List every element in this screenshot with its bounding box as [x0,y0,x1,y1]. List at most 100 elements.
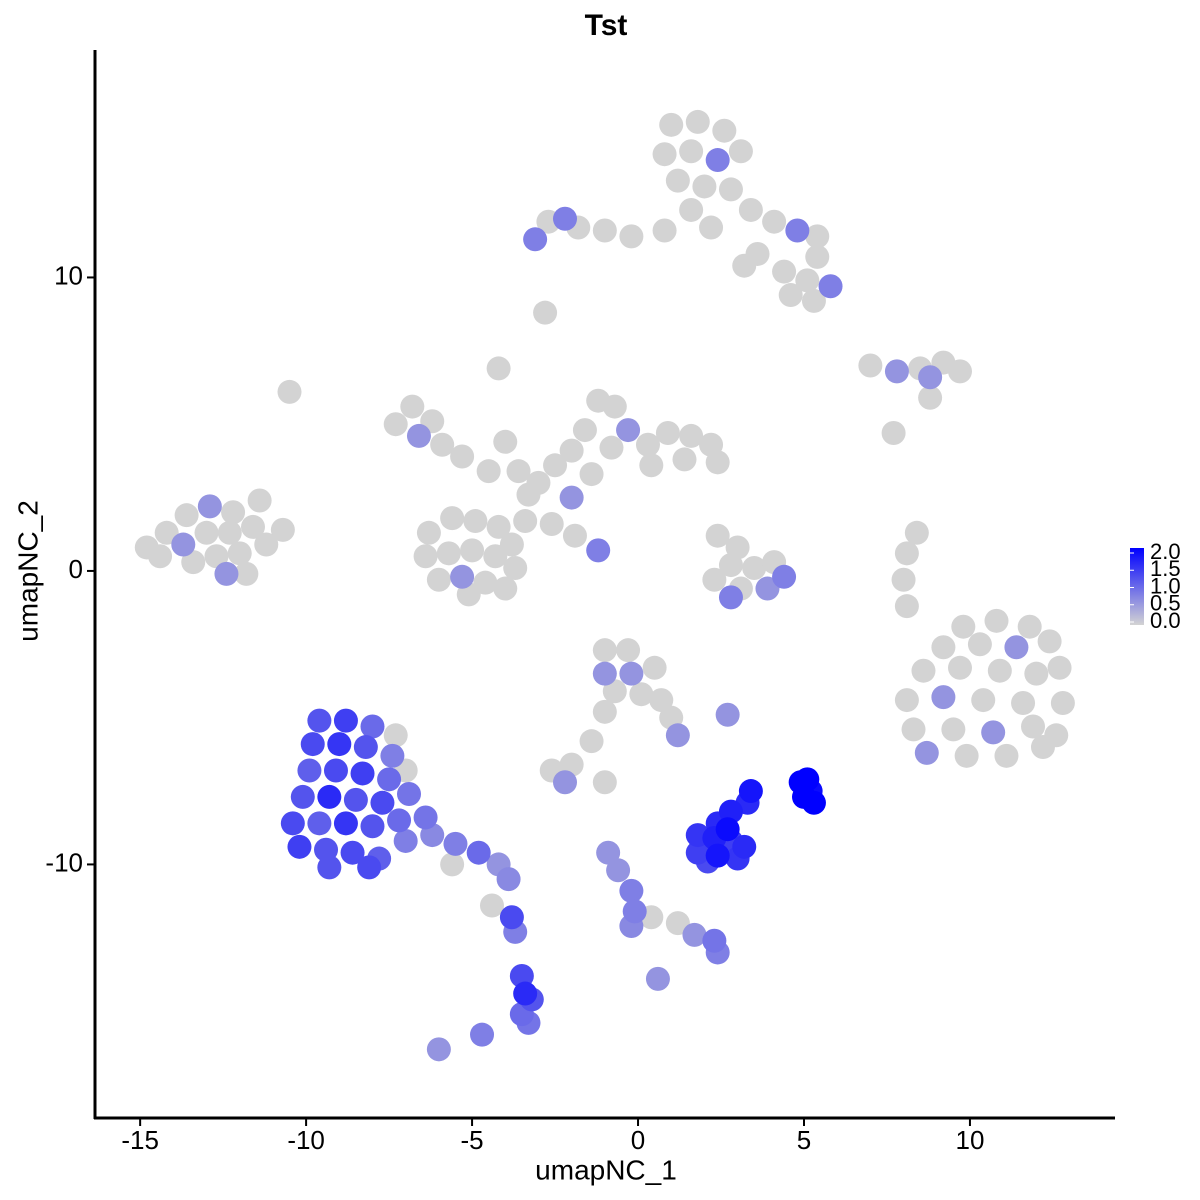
point [655,421,680,446]
point [801,790,826,815]
point [280,811,305,836]
point [738,779,763,804]
point [699,215,724,240]
point [705,450,730,475]
point [523,227,548,252]
point [353,735,378,760]
point [559,485,584,510]
point [579,729,604,754]
point [931,685,956,710]
point [254,532,279,557]
point [947,655,972,680]
point [712,118,737,143]
point [270,517,295,542]
point [317,784,342,809]
point [413,805,438,830]
point [705,523,730,548]
point [971,688,996,713]
point [443,831,468,856]
point [383,723,408,748]
point [357,855,382,880]
point [247,488,272,513]
point [951,614,976,639]
point [194,520,219,545]
point [914,740,939,765]
point [277,379,302,404]
point [918,365,943,390]
point [174,503,199,528]
point [1050,691,1075,716]
point [652,218,677,243]
point [148,544,173,569]
point [227,541,252,566]
point [755,576,780,601]
point [894,594,919,619]
point [387,808,412,833]
point [954,743,979,768]
x-tick-label: 0 [631,1125,645,1155]
point [911,658,936,683]
point [642,655,667,680]
point [476,459,501,484]
point [742,556,767,581]
point [204,544,229,569]
point [805,244,830,269]
point [619,878,644,903]
point [377,767,402,792]
point [705,843,730,868]
point [323,758,348,783]
point [772,564,797,589]
point [795,268,820,293]
point [619,661,644,686]
point [553,206,578,231]
point [470,1022,495,1047]
point [994,743,1019,768]
point [1030,735,1055,760]
point [679,139,704,164]
point [659,112,684,137]
point [941,717,966,742]
point [240,514,265,539]
point [772,259,797,284]
point [436,541,461,566]
point [894,541,919,566]
point [702,567,727,592]
point [679,423,704,448]
point [217,520,242,545]
point [785,218,810,243]
point [486,356,511,381]
point [559,438,584,463]
point [762,209,787,234]
point [416,520,441,545]
point [981,720,1006,745]
point [493,429,518,454]
point [400,394,425,419]
point [715,817,740,842]
point [572,418,597,443]
point [426,567,451,592]
point [649,688,674,713]
point [370,790,395,815]
point [947,359,972,384]
point [778,283,803,308]
point [513,509,538,534]
point [426,1037,451,1062]
point [396,781,421,806]
point [526,470,551,495]
point [884,359,909,384]
point [732,834,757,859]
point [307,708,332,733]
point [665,168,690,193]
point [616,638,641,663]
x-axis-title: umapNC_1 [535,1154,677,1185]
point [592,218,617,243]
point [181,550,206,575]
point [533,300,558,325]
point [967,632,992,657]
point [499,532,524,557]
colorbar-label: 1.0 [1150,573,1181,598]
colorbar-label: 0.0 [1150,608,1181,633]
point [479,893,504,918]
point [343,787,368,812]
point [665,723,690,748]
